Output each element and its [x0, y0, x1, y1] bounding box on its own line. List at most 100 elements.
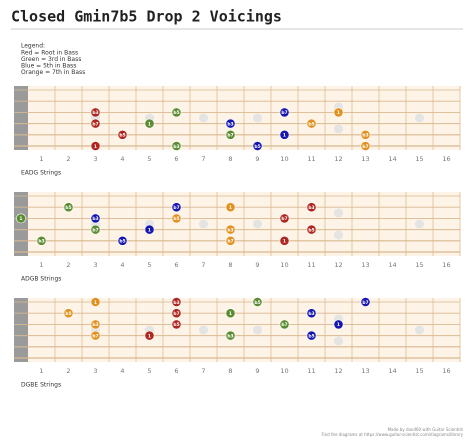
fret-number: 4 [120, 155, 124, 163]
note-label: b5 [308, 121, 314, 127]
fret-number: 11 [307, 261, 315, 269]
note [90, 297, 101, 307]
note-label: b3 [92, 110, 98, 116]
string-set-caption: DGBE Strings [21, 382, 61, 389]
note-label: b5 [308, 333, 314, 339]
note [90, 319, 101, 330]
note [252, 297, 263, 307]
note [63, 202, 74, 213]
nut [14, 192, 28, 256]
note [306, 118, 317, 129]
note-label: b3 [173, 144, 179, 150]
fret-number: 6 [174, 261, 178, 269]
note [225, 235, 236, 246]
inlay [334, 230, 343, 240]
note [171, 297, 182, 307]
note-label: 1 [148, 333, 151, 339]
note-label: b5 [254, 300, 260, 306]
note [225, 224, 236, 235]
note [90, 330, 101, 341]
fret-number: 11 [307, 367, 315, 375]
inlay [253, 113, 262, 123]
note-label: b7 [92, 121, 98, 127]
note-label: b7 [92, 227, 98, 233]
note-label: b3 [308, 205, 314, 211]
note [144, 118, 155, 129]
fret-number: 8 [228, 155, 232, 163]
note [90, 118, 101, 129]
note [225, 202, 236, 213]
fret-number: 9 [255, 367, 259, 375]
footer-line: Made by dan460 with Guitar Scientist [388, 427, 464, 432]
legend-item: Blue = 5th in Bass [21, 63, 76, 70]
legend-item: Orange = 7th in Bass [21, 69, 85, 76]
note-label: b5 [173, 322, 179, 328]
note [171, 141, 182, 151]
note-label: b5 [254, 144, 260, 150]
note-label: 1 [229, 205, 232, 211]
fret-number: 7 [201, 261, 205, 269]
note [306, 308, 317, 319]
fret-number: 10 [280, 155, 288, 163]
note [36, 235, 47, 246]
fret-number: 8 [228, 261, 232, 269]
note-label: 1 [148, 121, 151, 127]
note [144, 224, 155, 235]
legend-item: Red = Root in Bass [21, 50, 78, 57]
fret-number: 13 [361, 261, 369, 269]
note [16, 213, 26, 224]
fret-number: 1 [39, 367, 43, 375]
fret-number: 16 [442, 261, 450, 269]
note-label: b5 [119, 133, 125, 139]
note [360, 297, 371, 307]
note-label: b3 [38, 239, 44, 245]
note-label: 1 [283, 239, 286, 245]
fret-number: 5 [147, 367, 151, 375]
fret-number: 16 [442, 367, 450, 375]
note [117, 129, 128, 140]
note-label: b5 [173, 216, 179, 222]
note-label: 1 [337, 110, 340, 116]
string-set-caption: ADGB Strings [21, 276, 61, 283]
inlay [253, 219, 262, 229]
inlay [334, 124, 343, 134]
note [63, 308, 74, 319]
inlay [199, 219, 208, 229]
note [225, 330, 236, 341]
note-label: b3 [362, 133, 368, 139]
legend-heading: Legend: [21, 43, 45, 50]
fretboard [14, 298, 461, 362]
note-label: b3 [92, 216, 98, 222]
fret-number: 15 [415, 261, 423, 269]
note [279, 129, 290, 140]
note [279, 107, 290, 118]
fret-number: 9 [255, 155, 259, 163]
inlay [199, 325, 208, 335]
note-label: b5 [173, 110, 179, 116]
note-label: b7 [281, 110, 287, 116]
note [306, 330, 317, 341]
note [360, 129, 371, 140]
fret-number: 1 [39, 155, 43, 163]
fret-number: 10 [280, 261, 288, 269]
note-label: b5 [65, 311, 71, 317]
fret-number: 6 [174, 367, 178, 375]
fret-number: 14 [388, 261, 396, 269]
inlay [199, 113, 208, 123]
fret-number: 7 [201, 155, 205, 163]
note-label: 1 [19, 216, 22, 222]
note [279, 213, 290, 224]
fret-number: 5 [147, 155, 151, 163]
note [333, 107, 344, 118]
note [144, 330, 155, 341]
fret-number: 16 [442, 155, 450, 163]
nut [14, 86, 28, 150]
inlay [334, 336, 343, 346]
fret-number: 14 [388, 155, 396, 163]
fret-number: 12 [334, 155, 342, 163]
note-label: b3 [227, 121, 233, 127]
note [90, 141, 101, 151]
note [333, 319, 344, 330]
note-label: b3 [227, 227, 233, 233]
fret-number: 13 [361, 367, 369, 375]
